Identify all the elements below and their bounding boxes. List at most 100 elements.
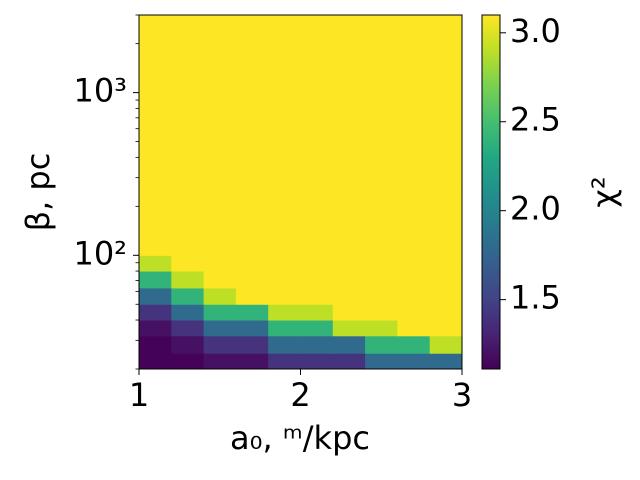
heatmap-cell: [332, 141, 366, 192]
colorbar-tick-label: 2.5: [510, 101, 561, 139]
heatmap-cell: [397, 141, 431, 192]
heatmap-cell: [332, 335, 366, 354]
heatmap-cell: [429, 92, 463, 143]
heatmap-cell: [171, 15, 205, 45]
heatmap-cell: [332, 236, 366, 256]
heatmap-cell: [429, 255, 463, 272]
heatmap-cell: [268, 43, 301, 94]
heatmap-cell: [203, 217, 237, 238]
heatmap-cell: [171, 320, 205, 337]
heatmap-cell: [397, 92, 431, 143]
heatmap-cell: [332, 353, 366, 370]
heatmap-cell: [365, 190, 398, 219]
heatmap-cell: [235, 271, 269, 289]
heatmap-cell: [235, 43, 269, 94]
heatmap-cell: [235, 255, 269, 272]
heatmap-cell: [268, 92, 301, 143]
heatmap-cell: [139, 43, 172, 94]
heatmap-cell: [332, 217, 366, 238]
heatmap-cell: [365, 92, 398, 143]
heatmap-cell: [171, 141, 205, 192]
heatmap-cell: [332, 15, 366, 45]
heatmap-cell: [332, 190, 366, 219]
heatmap-cell: [268, 320, 301, 337]
heatmap-cell: [300, 287, 334, 305]
heatmap-cell: [235, 217, 269, 238]
heatmap-cell: [235, 190, 269, 219]
heatmap-cell: [332, 271, 366, 289]
heatmap-cell: [397, 287, 431, 305]
heatmap-cell: [171, 304, 205, 321]
heatmap-cell: [365, 217, 398, 238]
colorbar-label: χ²: [585, 176, 623, 207]
x-tick-label: 1: [129, 376, 149, 414]
heatmap-cell: [139, 304, 172, 321]
heatmap-cell: [397, 43, 431, 94]
heatmap-cell: [268, 255, 301, 272]
heatmap-cell: [332, 255, 366, 272]
heatmap-cell: [139, 255, 172, 272]
heatmap-cell: [203, 320, 237, 337]
heatmap-cell: [397, 190, 431, 219]
x-tick-label: 3: [452, 376, 472, 414]
heatmap-cell: [429, 217, 463, 238]
heatmap-cell: [332, 320, 366, 337]
heatmap-cell: [365, 43, 398, 94]
heatmap-cell: [203, 43, 237, 94]
heatmap-cell: [171, 190, 205, 219]
heatmap-cell: [235, 236, 269, 256]
heatmap-cell: [139, 335, 172, 354]
heatmap-cell: [365, 15, 398, 45]
heatmap-cell: [235, 141, 269, 192]
heatmap-cell: [171, 353, 205, 370]
heatmap-cell: [429, 353, 463, 370]
heatmap-cell: [365, 255, 398, 272]
heatmap-cell: [397, 217, 431, 238]
heatmap-cell: [235, 304, 269, 321]
colorbar-tick-label: 2.0: [510, 190, 561, 228]
heatmap-cell: [397, 320, 431, 337]
heatmap-cell: [332, 304, 366, 321]
heatmap-cell: [203, 236, 237, 256]
heatmap-cell: [203, 335, 237, 354]
heatmap-cell: [268, 353, 301, 370]
heatmap-cell: [365, 304, 398, 321]
heatmap-cell: [139, 287, 172, 305]
heatmap-cell: [203, 271, 237, 289]
heatmap-cell: [429, 287, 463, 305]
heatmap-cell: [300, 190, 334, 219]
heatmap-cell: [235, 320, 269, 337]
heatmap-cell: [268, 304, 301, 321]
heatmap-cell: [171, 92, 205, 143]
heatmap-cell: [300, 236, 334, 256]
heatmap-cell: [203, 92, 237, 143]
heatmap-cell: [397, 236, 431, 256]
heatmap-cell: [139, 217, 172, 238]
heatmap-cell: [139, 190, 172, 219]
y-axis-label: β, pc: [19, 153, 57, 232]
heatmap-cell: [300, 335, 334, 354]
heatmap-cell: [235, 287, 269, 305]
heatmap-cell: [171, 217, 205, 238]
heatmap-cell: [235, 92, 269, 143]
heatmap-cell: [171, 255, 205, 272]
heatmap-cell: [429, 43, 463, 94]
heatmap-cell: [365, 141, 398, 192]
heatmap-cell: [203, 15, 237, 45]
heatmap-cell: [235, 335, 269, 354]
colorbar-tick-label: 1.5: [510, 279, 561, 317]
heatmap-cell: [171, 335, 205, 354]
heatmap-cell: [429, 271, 463, 289]
heatmap-cell: [203, 287, 237, 305]
heatmap-cell: [332, 43, 366, 94]
heatmap-cell: [235, 15, 269, 45]
heatmap-cell: [397, 304, 431, 321]
heatmap-cell: [365, 335, 398, 354]
heatmap-cell: [429, 236, 463, 256]
heatmap-cell: [397, 353, 431, 370]
colorbar: [481, 14, 501, 370]
y-tick-label: 10²: [73, 234, 127, 272]
heatmap-cell: [139, 271, 172, 289]
heatmap-cell: [397, 335, 431, 354]
